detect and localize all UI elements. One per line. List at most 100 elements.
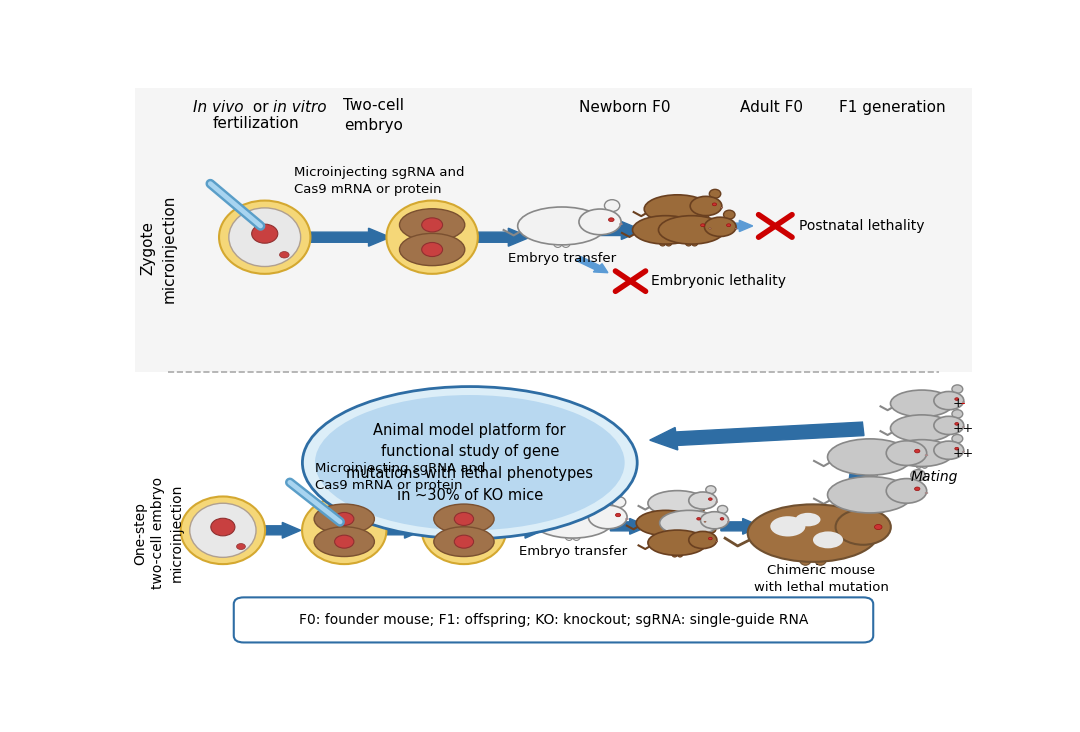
Text: Animal model platform for
functional study of gene
mutations with lethal phenoty: Animal model platform for functional stu… (347, 423, 593, 503)
Ellipse shape (827, 439, 913, 475)
Ellipse shape (280, 252, 289, 258)
Text: Adult F0: Adult F0 (740, 100, 802, 115)
Ellipse shape (335, 535, 354, 548)
Text: Embryo transfer: Embryo transfer (508, 252, 616, 265)
Ellipse shape (608, 218, 615, 222)
Ellipse shape (689, 531, 717, 548)
Ellipse shape (921, 437, 928, 444)
Ellipse shape (677, 218, 684, 225)
FancyArrow shape (843, 452, 877, 500)
Ellipse shape (677, 512, 705, 529)
Ellipse shape (951, 385, 962, 393)
Ellipse shape (869, 468, 878, 478)
Ellipse shape (862, 468, 870, 478)
Ellipse shape (671, 218, 677, 225)
FancyArrow shape (384, 523, 423, 538)
Ellipse shape (553, 238, 563, 247)
Ellipse shape (579, 209, 621, 235)
Text: In vivo: In vivo (193, 100, 244, 115)
FancyArrow shape (725, 220, 753, 231)
Ellipse shape (434, 504, 494, 534)
Ellipse shape (686, 239, 692, 246)
Ellipse shape (562, 238, 570, 247)
Ellipse shape (934, 392, 963, 410)
Ellipse shape (727, 224, 731, 227)
Ellipse shape (665, 239, 672, 246)
Bar (135, 373, 972, 651)
Ellipse shape (910, 470, 926, 481)
Ellipse shape (887, 441, 927, 466)
FancyArrow shape (650, 422, 864, 450)
Ellipse shape (314, 527, 375, 556)
FancyArrow shape (600, 221, 643, 239)
Ellipse shape (916, 437, 922, 444)
Ellipse shape (704, 217, 737, 236)
Ellipse shape (716, 501, 718, 503)
Ellipse shape (934, 417, 963, 435)
Text: or: or (248, 100, 273, 115)
Ellipse shape (891, 415, 953, 441)
Ellipse shape (921, 412, 928, 419)
Ellipse shape (616, 513, 621, 517)
Ellipse shape (421, 218, 443, 232)
Ellipse shape (915, 449, 920, 453)
Ellipse shape (689, 492, 717, 509)
Ellipse shape (708, 498, 712, 501)
Ellipse shape (684, 531, 689, 537)
Ellipse shape (701, 224, 705, 227)
Text: Embryonic lethality: Embryonic lethality (651, 274, 786, 288)
Text: -: - (960, 397, 964, 410)
Text: +: + (953, 397, 963, 410)
Text: Zygote
microinjection: Zygote microinjection (140, 194, 176, 302)
Ellipse shape (690, 196, 721, 216)
Ellipse shape (955, 422, 959, 425)
FancyArrow shape (262, 523, 300, 538)
Text: Embryo transfer: Embryo transfer (518, 545, 626, 558)
Ellipse shape (704, 521, 706, 522)
Ellipse shape (400, 234, 464, 266)
Ellipse shape (710, 190, 720, 198)
Text: Chimeric mouse
with lethal mutation: Chimeric mouse with lethal mutation (754, 564, 889, 594)
Ellipse shape (237, 544, 245, 550)
Ellipse shape (891, 390, 953, 417)
Ellipse shape (315, 395, 624, 530)
Ellipse shape (728, 521, 729, 522)
Ellipse shape (916, 462, 922, 468)
Ellipse shape (924, 455, 928, 456)
Ellipse shape (747, 504, 878, 562)
Ellipse shape (955, 397, 959, 400)
Ellipse shape (302, 386, 637, 539)
Ellipse shape (422, 496, 507, 564)
Ellipse shape (314, 504, 375, 534)
Ellipse shape (720, 518, 724, 520)
Ellipse shape (659, 216, 725, 244)
Ellipse shape (697, 518, 701, 520)
Ellipse shape (636, 510, 696, 536)
FancyArrow shape (307, 228, 390, 246)
Ellipse shape (400, 209, 464, 241)
Ellipse shape (532, 504, 613, 538)
Ellipse shape (387, 201, 477, 274)
Ellipse shape (455, 535, 474, 548)
Ellipse shape (677, 511, 683, 518)
Ellipse shape (951, 435, 962, 443)
Ellipse shape (698, 210, 710, 219)
Text: ++: ++ (953, 422, 974, 435)
FancyArrow shape (474, 228, 530, 246)
Ellipse shape (921, 462, 928, 468)
Ellipse shape (868, 497, 889, 513)
Ellipse shape (916, 412, 922, 419)
Ellipse shape (672, 550, 677, 557)
Ellipse shape (302, 496, 387, 564)
Ellipse shape (951, 410, 962, 418)
Ellipse shape (705, 486, 716, 493)
Ellipse shape (962, 451, 964, 452)
Ellipse shape (813, 531, 843, 548)
Ellipse shape (455, 512, 474, 526)
Ellipse shape (708, 228, 711, 229)
Ellipse shape (565, 531, 573, 540)
Ellipse shape (724, 210, 735, 219)
Text: Microinjecting sgRNA and
Cas9 mRNA or protein: Microinjecting sgRNA and Cas9 mRNA or pr… (294, 166, 464, 196)
Ellipse shape (705, 525, 716, 533)
Ellipse shape (677, 550, 683, 557)
